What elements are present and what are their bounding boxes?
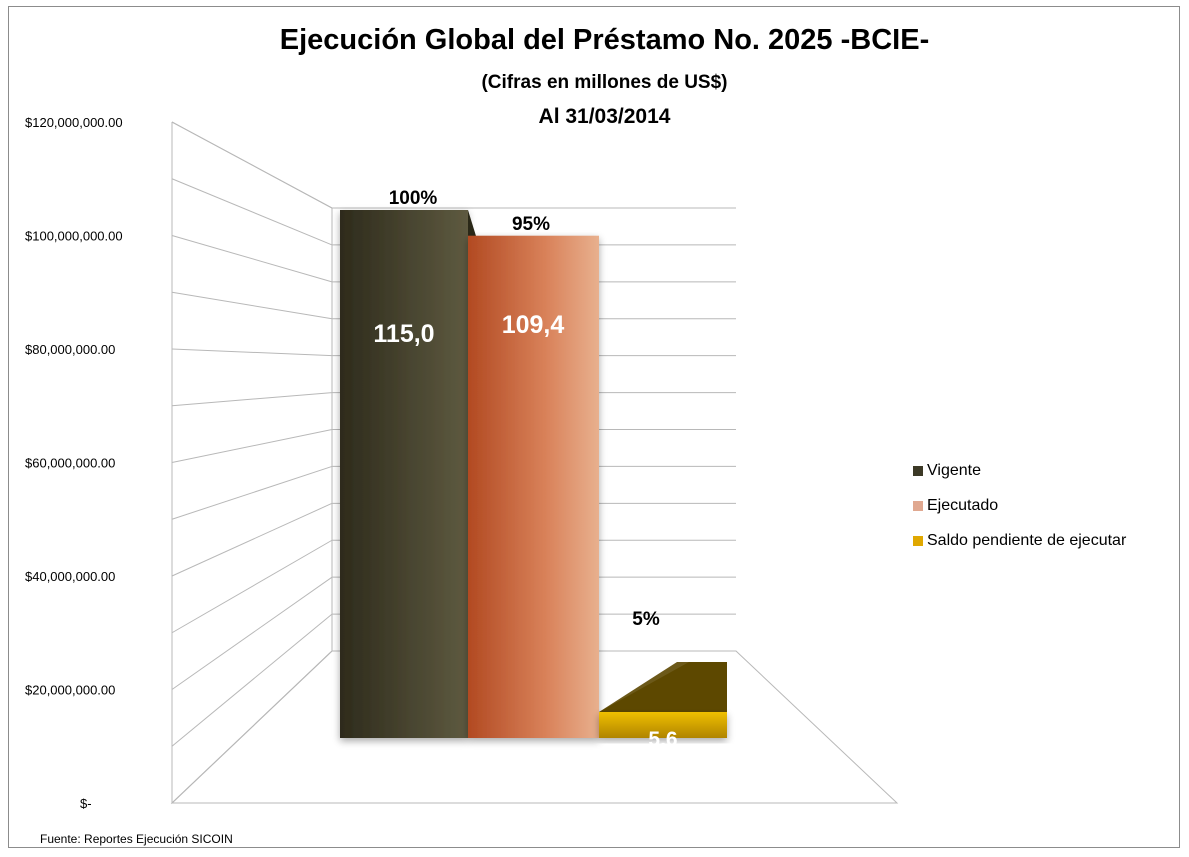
gridline-side xyxy=(171,539,333,634)
legend-swatch-vigente xyxy=(913,465,923,476)
legend-item-saldo[interactable]: Saldo pendiente de ejecutar xyxy=(913,523,1126,558)
source-note: Fuente: Reportes Ejecución SICOIN xyxy=(40,832,233,846)
bar-vigente-edge xyxy=(468,210,476,236)
y-tick-label: $40,000,000.00 xyxy=(25,569,115,584)
gridline-side xyxy=(171,121,333,209)
bar-saldo-top-shade xyxy=(599,662,727,712)
legend-swatch-ejecutado xyxy=(913,500,923,511)
legend-item-ejecutado[interactable]: Ejecutado xyxy=(913,488,1126,523)
chart-date: Al 31/03/2014 xyxy=(538,105,671,128)
legend-item-vigente[interactable]: Vigente xyxy=(913,453,1126,488)
value-label-vigente: 115,0 xyxy=(373,320,434,348)
bar-vigente[interactable] xyxy=(340,210,468,738)
percent-label-ejecutado: 95% xyxy=(512,214,550,235)
percent-label-saldo: 5% xyxy=(632,609,660,630)
gridline-side xyxy=(171,235,333,283)
gridline-side xyxy=(171,348,333,357)
legend-label-saldo: Saldo pendiente de ejecutar xyxy=(927,531,1127,549)
legend-label-vigente: Vigente xyxy=(927,461,981,479)
chart-subtitle: (Cifras en millones de US$) xyxy=(481,72,728,93)
legend: Vigente Ejecutado Saldo pendiente de eje… xyxy=(913,453,1126,558)
chart-title: Ejecución Global del Préstamo No. 2025 -… xyxy=(279,24,930,56)
y-tick-label: $120,000,000.00 xyxy=(25,115,123,130)
bar-saldo[interactable] xyxy=(599,712,727,738)
bar-ejecutado[interactable] xyxy=(468,235,599,738)
legend-label-ejecutado: Ejecutado xyxy=(927,496,999,514)
side-wall xyxy=(171,121,333,805)
y-tick-label: $100,000,000.00 xyxy=(25,229,123,244)
gridline-side xyxy=(171,291,333,320)
gridline-side xyxy=(171,576,333,690)
gridline-side xyxy=(171,613,333,747)
gridline-side xyxy=(171,429,333,463)
gridline-side xyxy=(171,392,333,407)
gridline-side xyxy=(171,465,333,520)
legend-swatch-saldo xyxy=(913,535,923,546)
gridline-side xyxy=(171,178,333,246)
y-tick-label: $60,000,000.00 xyxy=(25,456,115,471)
y-tick-label: $80,000,000.00 xyxy=(25,342,115,357)
gridline-side xyxy=(171,502,333,577)
percent-label-vigente: 100% xyxy=(389,188,438,209)
value-label-saldo: 5,6 xyxy=(648,728,677,751)
y-tick-label: $- xyxy=(80,796,92,811)
value-label-ejecutado: 109,4 xyxy=(502,311,565,339)
gridline-side xyxy=(171,650,333,804)
y-tick-label: $20,000,000.00 xyxy=(25,683,115,698)
